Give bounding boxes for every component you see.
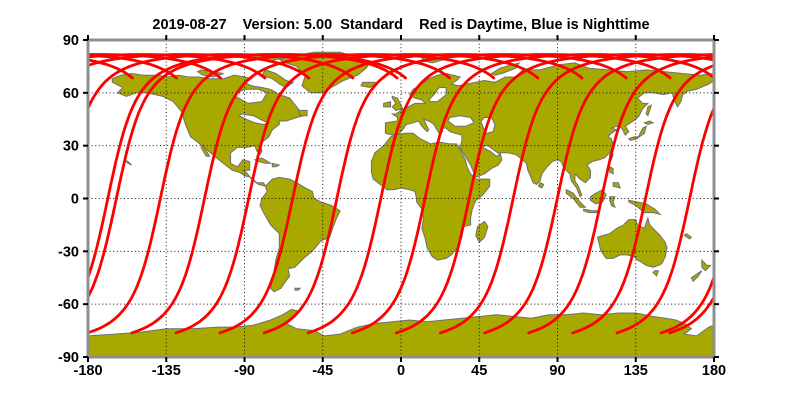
- y-axis-labels: 90 60 30 0 -30 -60 -90: [58, 33, 79, 366]
- plot-title: 2019-08-27 Version: 5.00 Standard Red is…: [152, 17, 649, 33]
- landmass: [652, 270, 660, 277]
- water-body: [428, 87, 447, 103]
- y-tick-label: 30: [63, 139, 79, 155]
- satellite-daytime-track: [88, 53, 451, 335]
- satellite-daytime-track: [218, 53, 584, 335]
- landmass: [645, 104, 653, 117]
- landmass: [271, 162, 281, 168]
- satellite-daytime-track: [130, 53, 496, 335]
- landmass: [583, 208, 600, 214]
- landmass: [683, 233, 693, 240]
- landmass: [294, 287, 302, 291]
- x-tick-label: -90: [234, 363, 255, 379]
- y-tick-label: -90: [58, 350, 79, 366]
- x-tick-label: -135: [152, 363, 181, 379]
- landmass: [609, 196, 616, 209]
- axis-tick-layer: [83, 35, 719, 362]
- landmass: [596, 216, 668, 268]
- y-tick-label: 90: [63, 33, 79, 49]
- satellite-track-layer: [88, 53, 714, 335]
- satellite-daytime-track: [712, 331, 714, 335]
- landmass: [690, 270, 703, 283]
- landmass: [627, 125, 647, 141]
- satellite-daytime-track: [262, 53, 628, 335]
- satellite-daytime-track: [439, 53, 714, 335]
- landmass: [297, 109, 308, 117]
- satellite-daytime-track: [306, 53, 672, 335]
- landmass: [383, 100, 392, 108]
- satellite-daytime-track: [174, 53, 540, 335]
- water-body: [447, 115, 475, 127]
- landmass: [701, 258, 712, 272]
- x-tick-label: 90: [549, 363, 565, 379]
- satellite-daytime-track: [88, 53, 355, 112]
- satellite-daytime-track: [668, 293, 714, 335]
- y-tick-label: -30: [58, 244, 79, 260]
- landmass: [565, 188, 587, 208]
- satellite-daytime-track: [483, 53, 714, 335]
- satellite-daytime-track: [88, 53, 399, 282]
- landmass: [259, 176, 341, 293]
- satellite-daytime-track: [571, 64, 714, 335]
- x-tick-label: 180: [702, 363, 726, 379]
- landmass: [475, 220, 489, 244]
- x-tick-label: -45: [312, 363, 333, 379]
- satellite-daytime-track: [395, 53, 714, 335]
- landmass: [200, 144, 211, 157]
- satellite-daytime-track: [350, 53, 714, 335]
- water-body: [238, 113, 271, 126]
- water-body: [481, 145, 502, 157]
- x-axis-labels: -180 -135 -90 -45 0 45 90 135 180: [73, 363, 726, 379]
- y-tick-label: 0: [71, 192, 79, 208]
- landmass: [612, 182, 621, 189]
- satellite-daytime-track: [615, 104, 714, 335]
- x-tick-label: -180: [73, 363, 102, 379]
- satellite-daytime-track: [88, 53, 407, 300]
- landmass: [391, 95, 404, 111]
- x-tick-label: 45: [471, 363, 487, 379]
- landmass: [643, 120, 655, 126]
- landmass: [124, 159, 132, 166]
- landmass: [537, 182, 545, 189]
- x-tick-label: 0: [397, 363, 405, 379]
- satellite-daytime-track: [88, 53, 311, 80]
- y-tick-label: 60: [63, 86, 79, 102]
- satellite-daytime-track: [527, 55, 714, 335]
- y-tick-label: -60: [58, 297, 79, 313]
- x-tick-label: 135: [624, 363, 648, 379]
- landmass: [609, 165, 614, 175]
